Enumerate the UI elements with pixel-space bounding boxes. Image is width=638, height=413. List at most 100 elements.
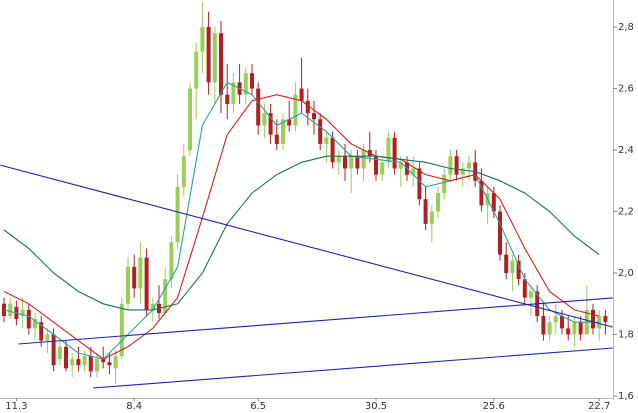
candle-body — [504, 254, 509, 274]
candle-body — [287, 119, 292, 126]
candle-body — [268, 113, 273, 135]
candle-body — [126, 266, 130, 304]
y-tick-label: 2,6 — [618, 84, 634, 95]
candle-body — [212, 33, 217, 83]
candle-body — [516, 260, 521, 280]
candle-body — [386, 137, 391, 163]
candle-body — [299, 88, 304, 101]
candle-body — [20, 309, 25, 317]
line-series — [3, 94, 600, 360]
candle-body — [436, 193, 440, 212]
candle-body — [423, 199, 428, 224]
candle-body — [95, 359, 99, 372]
y-tick-label: 2,8 — [618, 22, 634, 33]
candle-body — [163, 279, 168, 313]
x-tick-label: 30.5 — [365, 401, 387, 412]
x-tick-label: 11.3 — [5, 401, 27, 412]
candle-body — [64, 346, 68, 369]
candle-body — [448, 156, 453, 175]
candle-body — [454, 156, 459, 175]
x-tick-label: 8.4 — [126, 401, 142, 412]
candle-body — [119, 303, 124, 357]
candle-body — [194, 51, 199, 89]
candle-body — [547, 322, 552, 335]
candle-body — [225, 94, 230, 104]
candle-body — [82, 356, 87, 366]
candle-body — [274, 134, 279, 144]
line-series — [93, 347, 613, 389]
candle-body — [219, 33, 223, 95]
candle-body — [231, 82, 236, 104]
candle-body — [324, 137, 329, 144]
candle-body — [417, 168, 422, 200]
candle-body — [256, 88, 261, 126]
candle-body — [349, 156, 354, 169]
y-tick-label: 2,0 — [618, 268, 634, 279]
candle-body — [498, 211, 502, 255]
candle-body — [380, 162, 385, 175]
candle-body — [305, 100, 310, 114]
candle-body — [603, 316, 608, 323]
candle-body — [442, 174, 447, 194]
candle-body — [26, 309, 31, 329]
candle-body — [429, 211, 434, 224]
y-tick-label: 2,2 — [618, 207, 634, 218]
candle-body — [45, 334, 50, 341]
candle-body — [398, 162, 403, 169]
y-tick-label: 2,4 — [618, 145, 634, 156]
candle-body — [33, 319, 37, 329]
candle-body — [566, 328, 571, 335]
candle-body — [88, 356, 93, 372]
candle-body — [169, 242, 174, 280]
x-tick-label: 22.7 — [588, 401, 610, 412]
x-tick-label: 6.5 — [250, 401, 266, 412]
candle-body — [132, 266, 137, 289]
candle-body — [150, 303, 155, 310]
candle-body — [76, 359, 81, 366]
candle-body — [541, 316, 546, 335]
candle-body — [491, 193, 496, 212]
y-tick-label: 1,8 — [618, 330, 634, 341]
candle-body — [51, 334, 56, 366]
candle-body — [553, 316, 558, 323]
candle-body — [510, 260, 515, 274]
candle-body — [572, 322, 577, 335]
candle-body — [578, 322, 583, 335]
line-series — [0, 164, 613, 328]
candle-body — [392, 137, 397, 169]
candle-body — [206, 27, 211, 83]
candle-body — [374, 156, 378, 175]
x-tick-label: 25.6 — [483, 401, 505, 412]
candle-body — [200, 27, 205, 52]
candle-body — [343, 156, 347, 169]
candle-body — [355, 156, 360, 169]
candle-body — [144, 257, 149, 310]
candle-body — [522, 279, 527, 298]
candle-body — [243, 73, 248, 95]
candle-body — [101, 359, 106, 363]
candle-body — [188, 88, 192, 151]
candle-body — [8, 303, 13, 317]
candle-body — [39, 322, 44, 341]
candle-body — [318, 119, 323, 144]
candle-body — [330, 137, 335, 163]
candle-body — [262, 113, 267, 126]
candle-body — [312, 113, 316, 120]
candle-body — [175, 186, 180, 243]
line-series — [18, 297, 613, 345]
y-tick-label: 1,6 — [618, 391, 634, 402]
candle-body — [281, 119, 285, 144]
candle-body — [107, 362, 112, 366]
candle-body — [591, 309, 595, 329]
candle-body — [411, 168, 416, 175]
line-series — [3, 155, 600, 311]
candle-body — [336, 156, 341, 163]
candle-body — [361, 150, 366, 169]
candle-body — [479, 180, 484, 206]
candle-body — [57, 346, 62, 360]
candle-body — [529, 291, 533, 298]
candle-body — [460, 168, 465, 175]
candle-body — [113, 356, 118, 369]
